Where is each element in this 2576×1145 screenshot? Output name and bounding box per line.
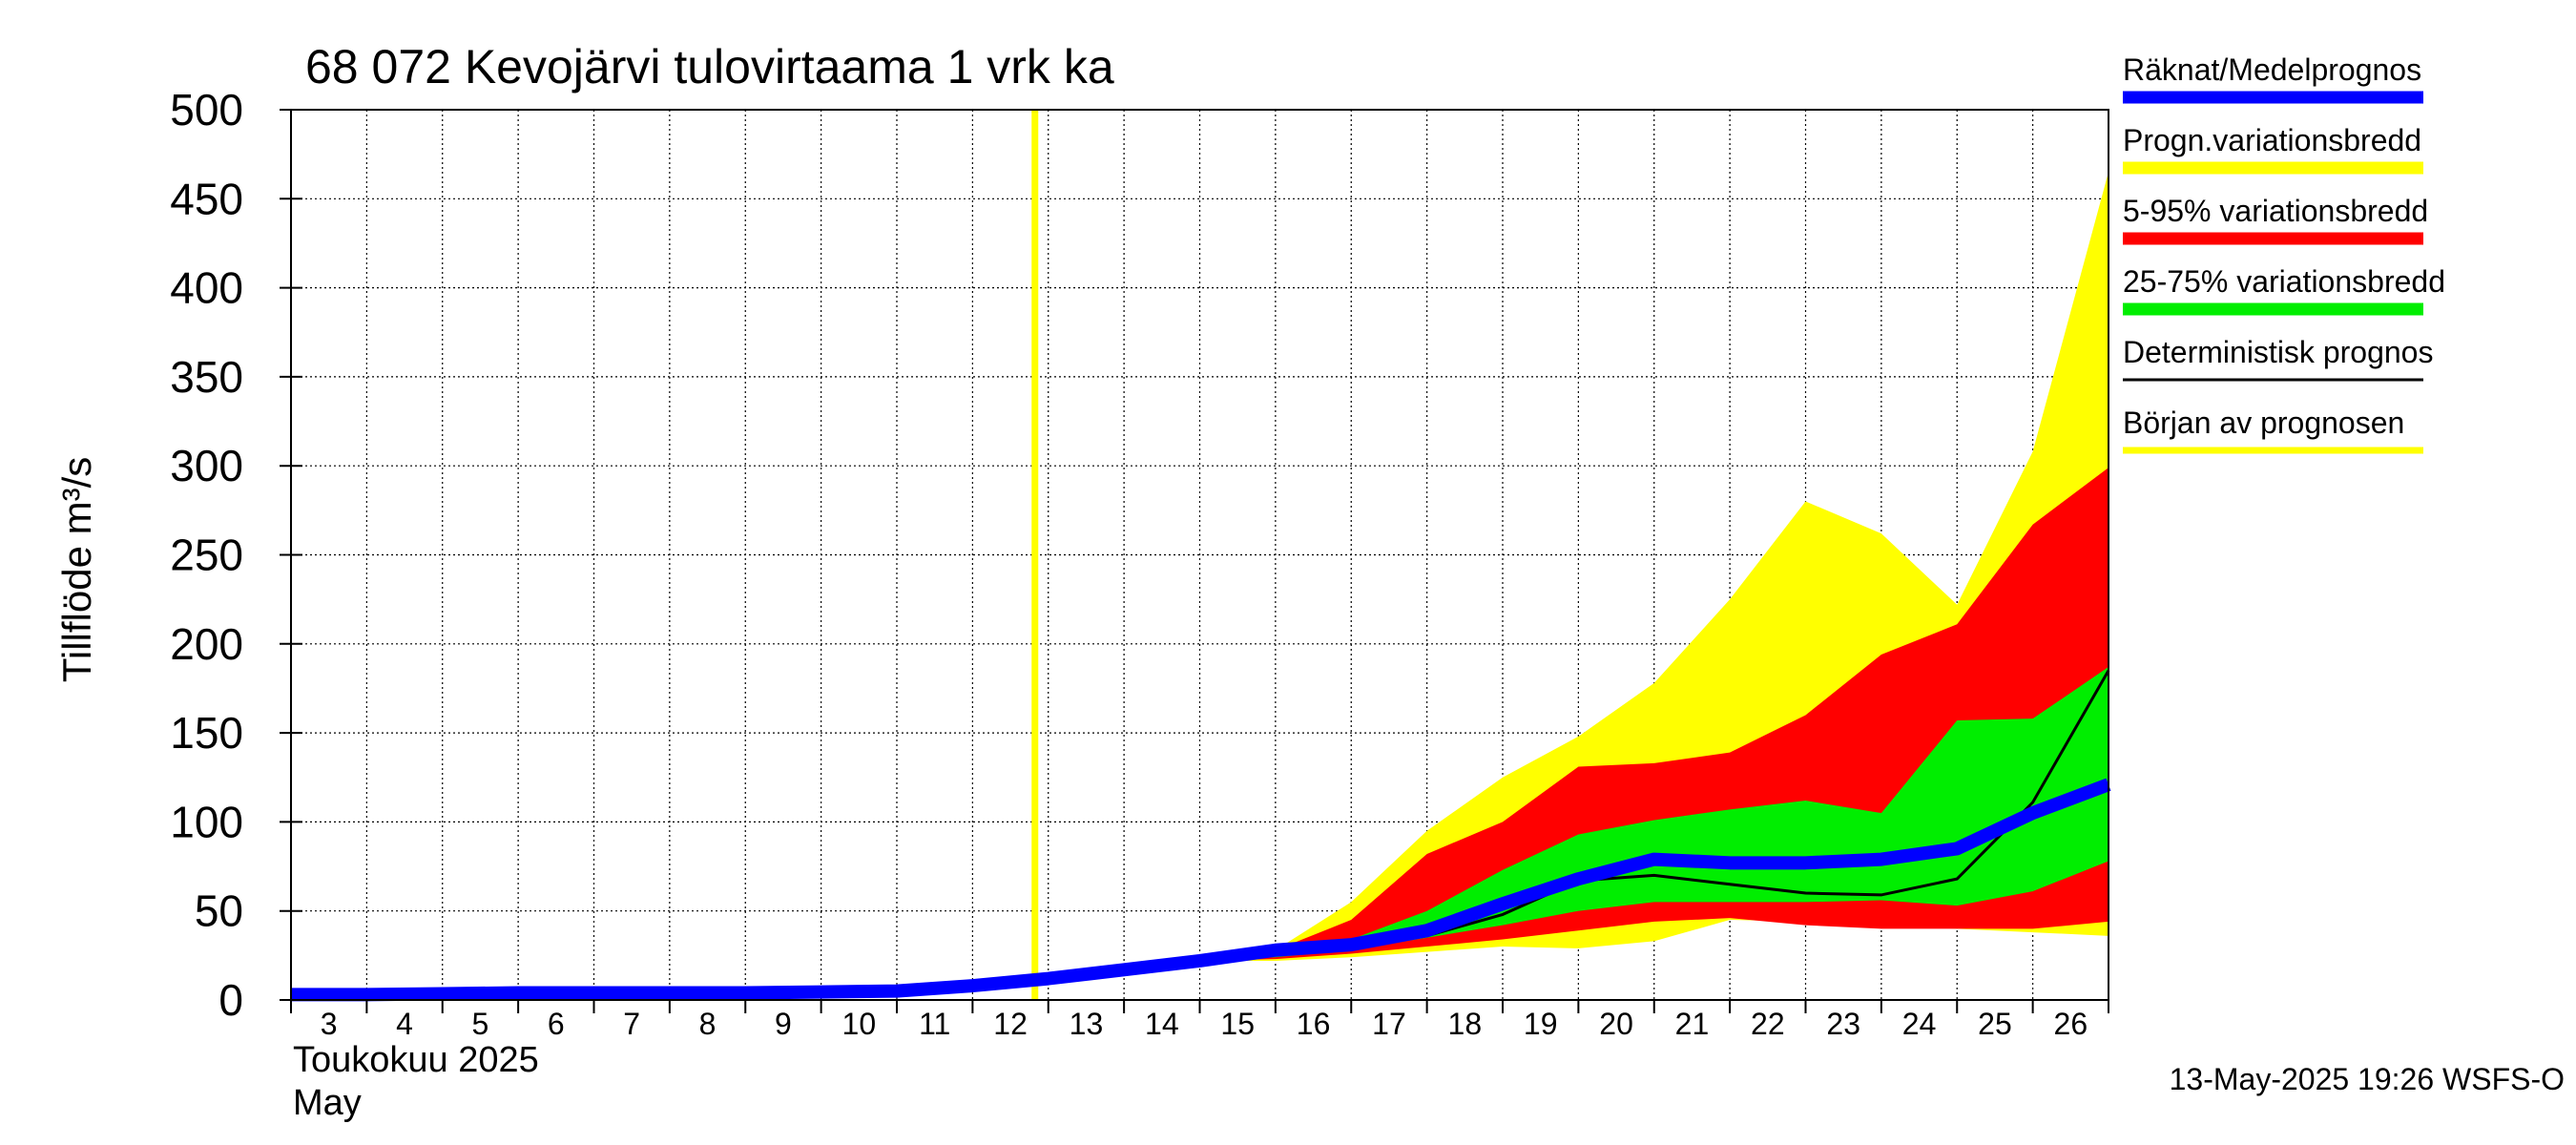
legend-label: 25-75% variationsbredd bbox=[2123, 264, 2445, 299]
legend-label: Progn.variationsbredd bbox=[2123, 123, 2421, 157]
x-tick-label: 7 bbox=[623, 1007, 640, 1041]
y-tick-label: 200 bbox=[170, 619, 243, 669]
x-tick-label: 11 bbox=[919, 1007, 950, 1041]
legend-label: Början av prognosen bbox=[2123, 406, 2404, 440]
x-tick-label: 4 bbox=[396, 1007, 413, 1041]
x-tick-label: 26 bbox=[2054, 1007, 2088, 1041]
x-tick-label: 15 bbox=[1220, 1007, 1255, 1041]
legend: Räknat/Medelprognos Progn.variationsbredd… bbox=[2123, 52, 2445, 454]
legend-label: Deterministisk prognos bbox=[2123, 335, 2433, 369]
x-tick-label: 9 bbox=[775, 1007, 792, 1041]
x-tick-label: 23 bbox=[1826, 1007, 1860, 1041]
legend-label: 5-95% variationsbredd bbox=[2123, 194, 2428, 228]
x-tick-label: 20 bbox=[1599, 1007, 1633, 1041]
series-lines bbox=[291, 110, 2111, 1002]
y-axis-label: Tillflöde m³/s bbox=[54, 457, 99, 682]
y-tick-label: 400 bbox=[170, 263, 243, 313]
x-tick-label: 13 bbox=[1070, 1007, 1104, 1041]
x-tick-label: 17 bbox=[1372, 1007, 1406, 1041]
y-tick-label: 0 bbox=[218, 975, 243, 1025]
legend-label: Räknat/Medelprognos bbox=[2123, 52, 2421, 87]
x-tick-label: 22 bbox=[1751, 1007, 1785, 1041]
x-tick-label: 12 bbox=[993, 1007, 1028, 1041]
x-tick-label: 18 bbox=[1448, 1007, 1483, 1041]
y-tick-label: 350 bbox=[170, 352, 243, 402]
x-tick-label: 24 bbox=[1902, 1007, 1937, 1041]
x-tick-label: 10 bbox=[842, 1007, 877, 1041]
x-tick-label: 21 bbox=[1675, 1007, 1710, 1041]
y-tick-label: 100 bbox=[170, 797, 243, 846]
y-tick-labels: 0 50 100 150 200 250 300 350 400 450 500 bbox=[170, 85, 243, 1025]
chart-title: 68 072 Kevojärvi tulovirtaama 1 vrk ka bbox=[305, 40, 1114, 94]
mean-line bbox=[291, 778, 2111, 1002]
x-tick-label: 19 bbox=[1524, 1007, 1558, 1041]
y-tick-label: 450 bbox=[170, 174, 243, 223]
x-tick-label: 3 bbox=[321, 1007, 338, 1041]
month-label-en: May bbox=[293, 1083, 362, 1123]
y-tick-label: 500 bbox=[170, 85, 243, 135]
x-tick-labels: 3 4 5 6 7 8 9 10 11 12 13 14 15 16 17 18 19 20 21 22 23 24 25 2… bbox=[321, 1007, 2088, 1041]
x-tick-label: 14 bbox=[1145, 1007, 1179, 1041]
x-tick-label: 6 bbox=[548, 1007, 565, 1041]
x-tick-label: 16 bbox=[1297, 1007, 1331, 1041]
x-tick-label: 5 bbox=[472, 1007, 489, 1041]
forecast-bands bbox=[1048, 172, 2109, 979]
band-25-75 bbox=[1048, 667, 2109, 979]
plot-frame bbox=[280, 109, 2109, 1013]
footer-timestamp: 13-May-2025 19:26 WSFS-O bbox=[2170, 1062, 2565, 1096]
x-tick-label: 25 bbox=[1978, 1007, 2012, 1041]
y-tick-label: 50 bbox=[195, 886, 243, 936]
y-tick-label: 150 bbox=[170, 708, 243, 758]
x-tick-label: 8 bbox=[699, 1007, 717, 1041]
y-tick-label: 250 bbox=[170, 531, 243, 580]
month-label-fi: Toukokuu 2025 bbox=[293, 1040, 539, 1080]
y-tick-label: 300 bbox=[170, 441, 243, 490]
plot-border bbox=[290, 109, 2109, 1001]
